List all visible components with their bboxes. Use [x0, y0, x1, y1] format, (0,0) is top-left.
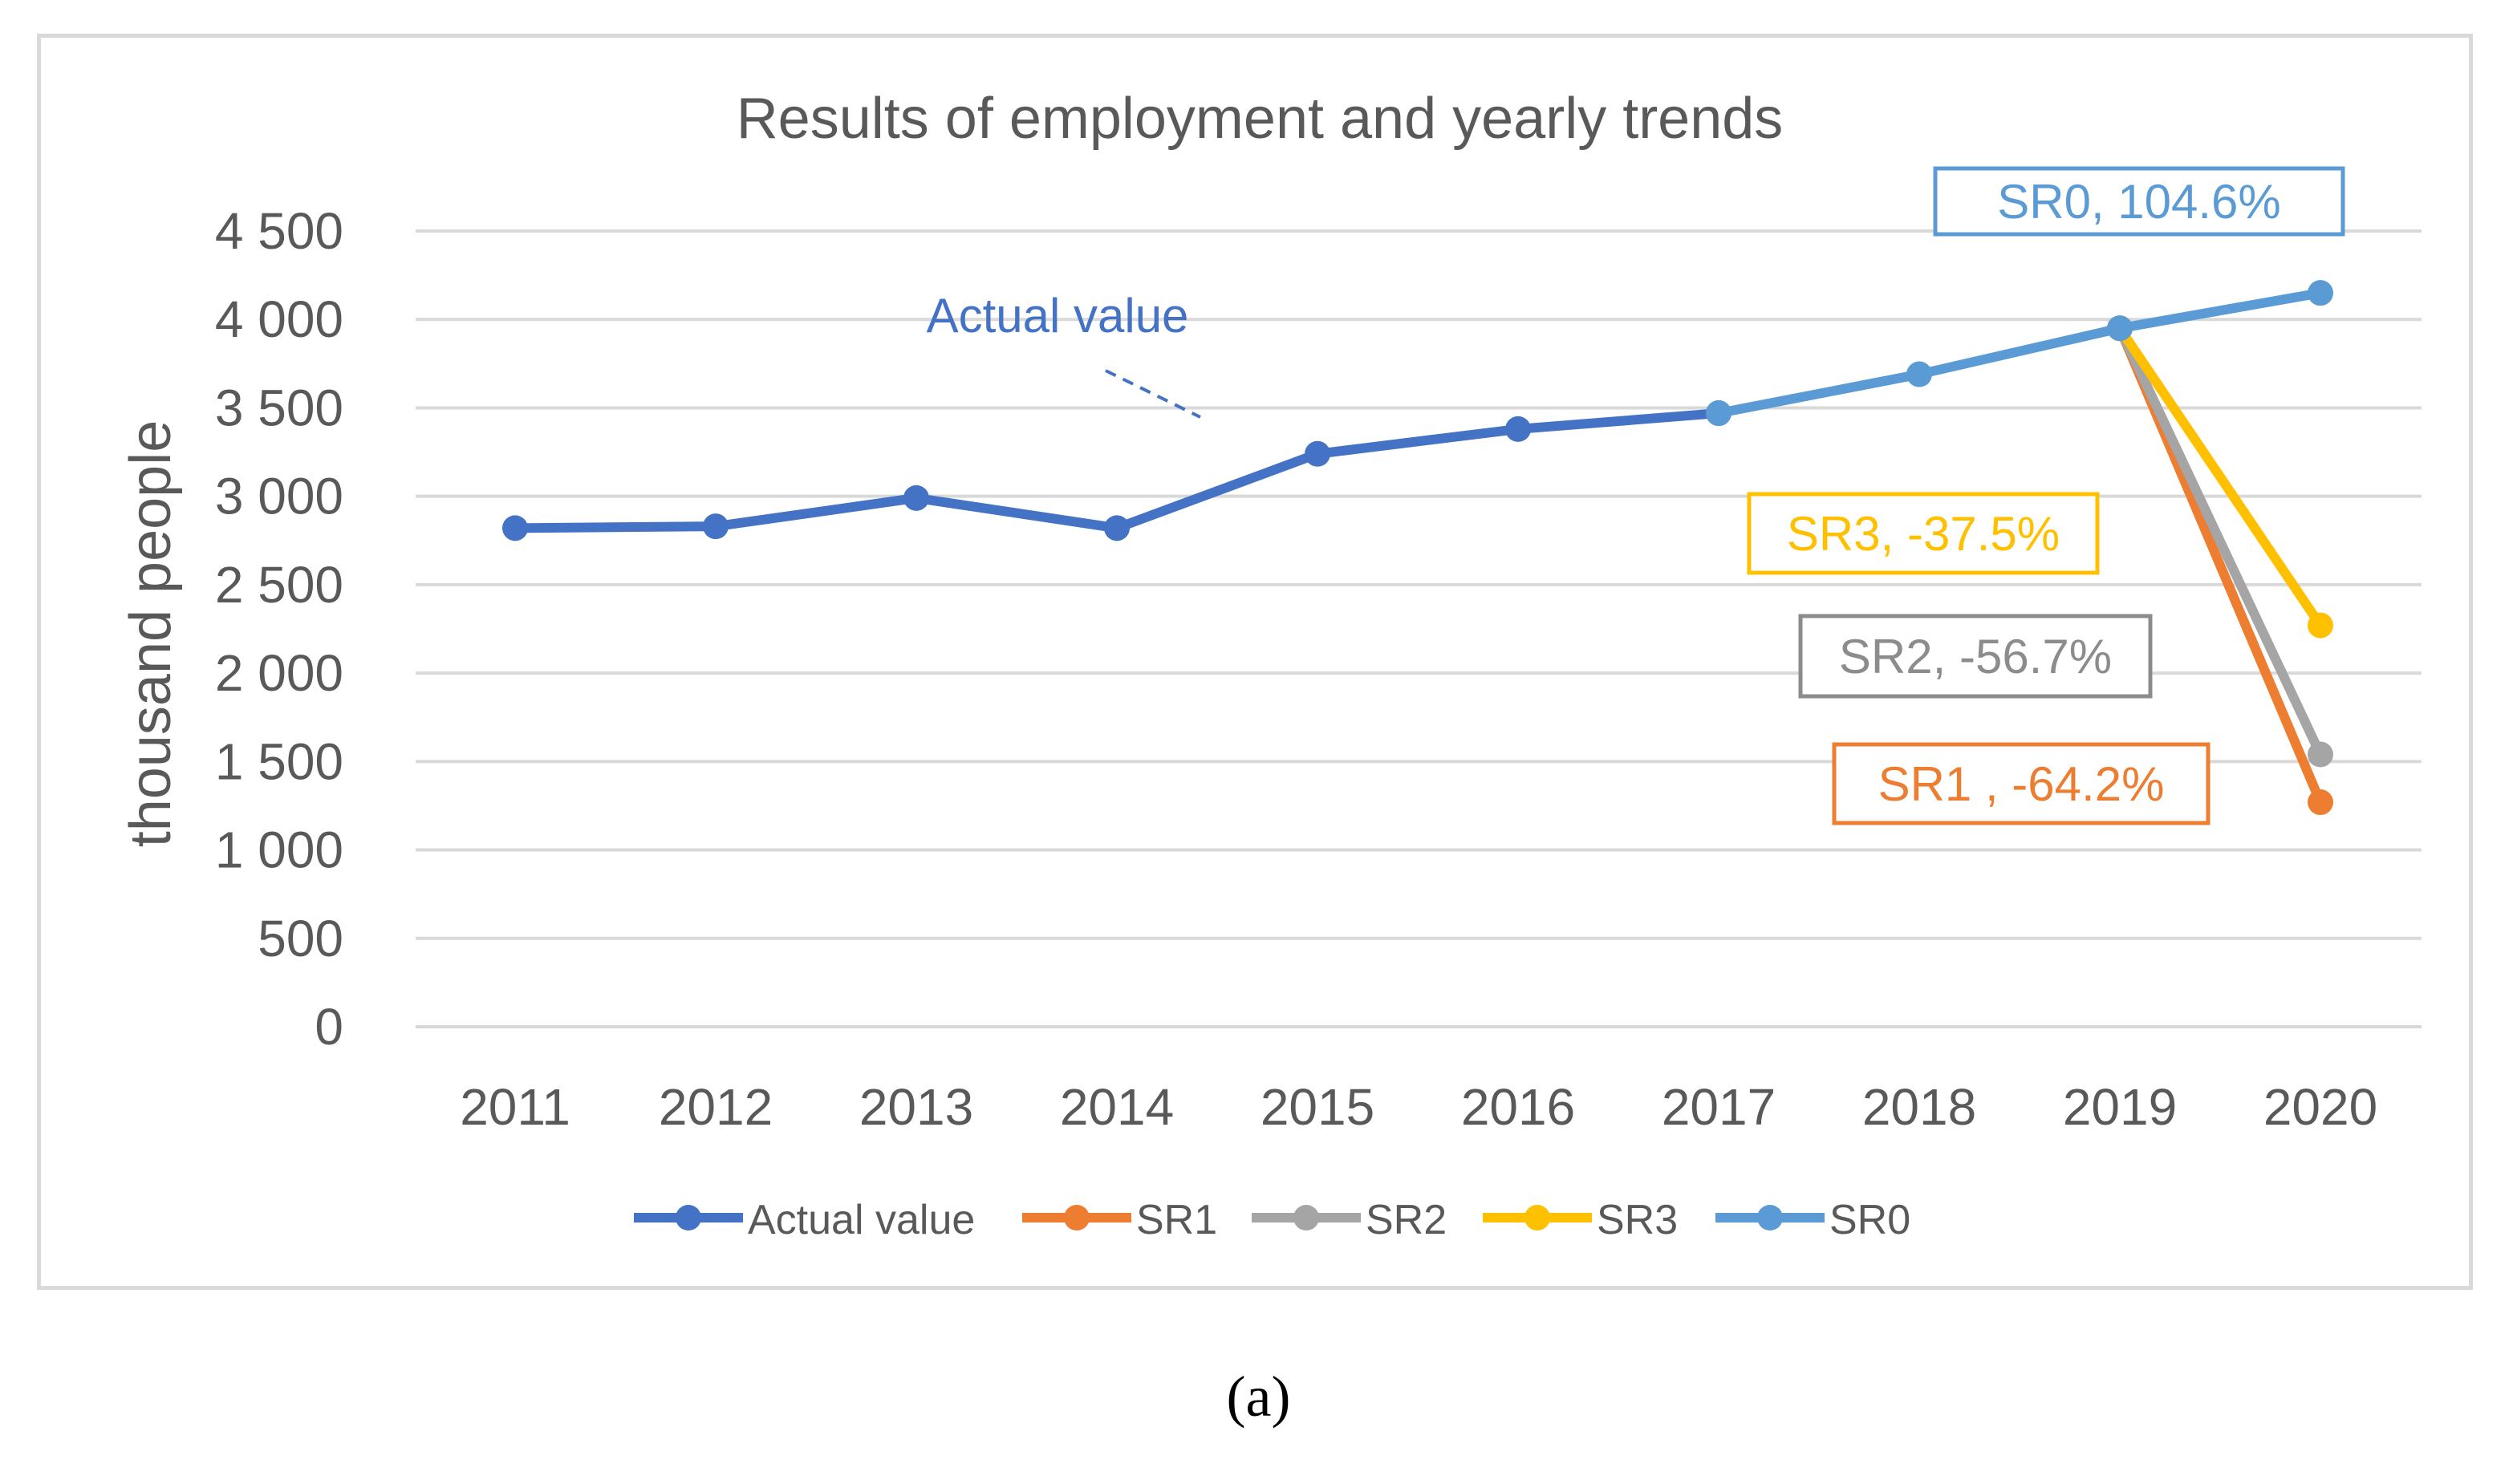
x-tick-labels: 2011 2012 2013 2014 2015 2016 2017 2018 2019 2020 — [460, 1078, 2377, 1136]
legend-marker-sr2 — [1293, 1205, 1319, 1231]
series-line-sr3 — [2115, 323, 2325, 630]
point-sr1-2020 — [2308, 789, 2333, 816]
point-actual-value-2014 — [1104, 515, 1130, 541]
point-sr0-2020 — [2308, 280, 2333, 306]
legend-label-actual-value: Actual value — [748, 1197, 975, 1243]
series-line-sr0 — [1714, 288, 2325, 419]
annotation-box-sr1 — [1832, 742, 2210, 825]
x-tick-label-2013: 2013 — [859, 1078, 973, 1136]
y-tick-label-0: 0 — [315, 998, 343, 1056]
point-sr2-2020 — [2308, 741, 2333, 768]
y-tick-label-4500: 4 500 — [215, 202, 343, 260]
annotation-box-sr3 — [1747, 492, 2100, 575]
point-actual-value-2013 — [903, 485, 929, 511]
legend-label-sr2: SR2 — [1366, 1197, 1447, 1243]
y-axis-label: thousand people — [119, 420, 183, 847]
legend-label-sr3: SR3 — [1597, 1197, 1678, 1243]
annotation-label-sr0: SR0, 104.6% — [1997, 175, 2281, 229]
annotations: Actual value SR0, 104.6% SR3, -37.5% SR2, -… — [927, 166, 2345, 825]
x-tick-label-2019: 2019 — [2063, 1078, 2177, 1136]
chart-title: Results of employment and yearly trends — [737, 87, 1784, 151]
chart-frame — [37, 34, 2473, 1290]
point-actual-value-2012 — [703, 513, 729, 540]
annotation-box-sr2 — [1798, 614, 2153, 699]
x-tick-label-2014: 2014 — [1060, 1078, 1174, 1136]
annotation-label-sr1: SR1 , -64.2% — [1878, 757, 2165, 811]
x-tick-label-2015: 2015 — [1261, 1078, 1374, 1136]
y-tick-label-2000: 2 000 — [215, 644, 343, 702]
x-tick-label-2020: 2020 — [2263, 1078, 2377, 1136]
point-actual-value-2011 — [502, 515, 528, 541]
annotation-actual-leader — [1105, 369, 1201, 419]
point-sr0-2018 — [1906, 361, 1932, 387]
series-line-sr2 — [2115, 323, 2325, 760]
y-tick-label-4000: 4 000 — [215, 290, 343, 348]
legend-label-sr0: SR0 — [1829, 1197, 1910, 1243]
panel-label: (a) — [1226, 1364, 1291, 1429]
point-sr0-2019 — [2107, 315, 2133, 342]
point-actual-value-2016 — [1505, 416, 1531, 442]
legend-marker-sr0 — [1757, 1205, 1783, 1231]
point-sr3-2020 — [2308, 612, 2333, 639]
x-tick-label-2011: 2011 — [460, 1078, 570, 1136]
x-tick-label-2017: 2017 — [1662, 1078, 1776, 1136]
legend: Actual value SR1 SR2 SR3 SR0 — [634, 1197, 1910, 1243]
y-tick-label-500: 500 — [258, 910, 343, 967]
legend-marker-sr3 — [1524, 1205, 1550, 1231]
x-tick-label-2018: 2018 — [1862, 1078, 1976, 1136]
series-line-actual-value — [510, 408, 1723, 533]
legend-marker-actual-value — [676, 1205, 701, 1231]
annotation-box-sr0 — [1933, 166, 2345, 237]
legend-label-sr1: SR1 — [1136, 1197, 1217, 1243]
series-lines — [502, 280, 2333, 816]
x-tick-label-2012: 2012 — [659, 1078, 773, 1136]
annotation-actual-value: Actual value — [927, 289, 1189, 343]
y-tick-label-3500: 3 500 — [215, 379, 343, 436]
y-tick-labels: 0 500 1 000 1 500 2 000 2 500 3 000 3 500 4 000 4… — [215, 202, 343, 1056]
x-tick-label-2016: 2016 — [1461, 1078, 1575, 1136]
y-tick-label-3000: 3 000 — [215, 468, 343, 525]
annotation-label-sr3: SR3, -37.5% — [1787, 507, 2060, 561]
y-tick-label-2500: 2 500 — [215, 556, 343, 614]
point-actual-value-2015 — [1305, 440, 1330, 467]
y-tick-label-1000: 1 000 — [215, 821, 343, 879]
y-tick-label-1500: 1 500 — [215, 732, 343, 790]
annotation-label-sr2: SR2, -56.7% — [1839, 630, 2112, 683]
legend-marker-sr1 — [1064, 1205, 1090, 1231]
point-sr0-2017 — [1706, 400, 1731, 427]
